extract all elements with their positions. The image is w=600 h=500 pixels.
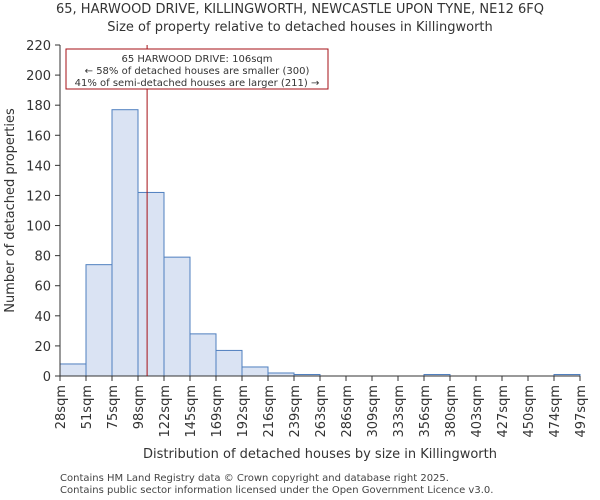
x-tick-label: 497sqm — [574, 385, 589, 438]
x-tick-label: 380sqm — [444, 385, 459, 438]
y-tick-label: 160 — [26, 129, 51, 144]
y-tick-label: 140 — [26, 159, 51, 174]
x-tick-label: 192sqm — [236, 385, 251, 438]
y-tick-label: 20 — [34, 340, 51, 355]
y-axis-label: Number of detached properties — [3, 108, 18, 313]
bar-122sqm — [163, 256, 191, 377]
x-tick-label: 356sqm — [418, 385, 433, 438]
annotation-line-1: 65 HARWOOD DRIVE: 106sqm — [121, 54, 272, 65]
x-tick-label: 122sqm — [158, 385, 173, 438]
y-tick-label: 100 — [26, 220, 51, 235]
bar-169sqm — [215, 349, 243, 377]
y-tick-label: 180 — [26, 99, 51, 114]
x-tick-label: 216sqm — [262, 385, 277, 438]
x-tick-label: 403sqm — [470, 385, 485, 438]
x-tick-label: 450sqm — [522, 385, 537, 438]
y-tick-label: 220 — [26, 39, 51, 54]
x-tick-label: 309sqm — [366, 385, 381, 438]
x-axis-label: Distribution of detached houses by size … — [143, 447, 497, 462]
y-tick-label: 200 — [26, 69, 51, 84]
bar-98sqm — [137, 191, 165, 377]
chart-subtitle: Size of property relative to detached ho… — [107, 20, 493, 35]
y-tick-label: 0 — [43, 370, 51, 385]
chart-title: 65, HARWOOD DRIVE, KILLINGWORTH, NEWCAST… — [56, 2, 544, 17]
x-axis: 28sqm 51sqm 75sqm 98sqm 122sqm 145sqm 169sqm 19… — [54, 375, 589, 438]
bars-group — [59, 109, 581, 377]
y-tick-label: 120 — [26, 189, 51, 204]
annotation-box: 65 HARWOOD DRIVE: 106sqm ← 58% of detach… — [65, 48, 329, 90]
x-tick-label: 474sqm — [548, 385, 563, 438]
bar-192sqm — [241, 366, 269, 377]
x-tick-label: 333sqm — [392, 385, 407, 438]
annotation-line-3: 41% of semi-detached houses are larger (… — [75, 78, 320, 89]
histogram-chart: 0 20 40 60 80 100 120 140 160 180 200 220 28sqm 51sq… — [3, 39, 589, 462]
bar-28sqm — [59, 363, 87, 377]
bar-145sqm — [189, 333, 217, 377]
x-tick-label: 286sqm — [340, 385, 355, 438]
x-tick-label: 169sqm — [210, 385, 225, 438]
x-tick-label: 75sqm — [106, 385, 121, 429]
x-tick-label: 263sqm — [314, 385, 329, 438]
y-tick-label: 40 — [34, 310, 51, 325]
x-tick-label: 427sqm — [496, 385, 511, 438]
x-tick-label: 98sqm — [132, 385, 147, 429]
footer-line-1: Contains HM Land Registry data © Crown c… — [60, 473, 449, 484]
annotation-line-2: ← 58% of detached houses are smaller (30… — [85, 66, 310, 77]
x-tick-label: 28sqm — [54, 385, 69, 429]
footer-line-2: Contains public sector information licen… — [60, 485, 494, 496]
x-tick-label: 239sqm — [288, 385, 303, 438]
bar-75sqm — [111, 109, 139, 377]
y-axis: 0 20 40 60 80 100 120 140 160 180 200 220 — [26, 39, 61, 385]
annotation-border — [65, 48, 329, 90]
x-tick-label: 51sqm — [80, 385, 95, 429]
y-tick-label: 80 — [34, 250, 51, 265]
bar-51sqm — [85, 264, 113, 377]
x-tick-label: 145sqm — [184, 385, 199, 438]
y-tick-label: 60 — [34, 280, 51, 295]
